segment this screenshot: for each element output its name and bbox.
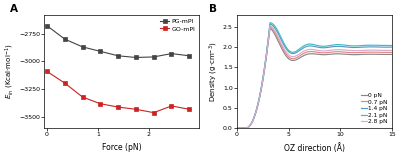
2.1 pN	[275, 28, 280, 30]
2.8 pN	[275, 34, 280, 36]
2.1 pN	[338, 44, 343, 46]
2.8 pN	[338, 49, 343, 51]
Y-axis label: $E_{in}$ (Kcal·mol$^{-1}$): $E_{in}$ (Kcal·mol$^{-1}$)	[4, 44, 16, 99]
Legend: 0 pN, 0.7 pN, 1.4 pN, 2.1 pN, 2.8 pN: 0 pN, 0.7 pN, 1.4 pN, 2.1 pN, 2.8 pN	[360, 92, 389, 125]
GO-mPI	[134, 108, 138, 110]
0.7 pN	[326, 51, 331, 53]
2.1 pN	[262, 68, 267, 69]
GO-mPI	[98, 103, 103, 105]
0 pN	[305, 53, 310, 55]
2.8 pN	[326, 49, 331, 51]
Line: GO-mPI: GO-mPI	[45, 70, 191, 114]
0 pN	[262, 70, 267, 72]
X-axis label: Force (pN): Force (pN)	[102, 143, 142, 152]
2.1 pN	[305, 43, 310, 45]
GO-mPI	[187, 108, 192, 110]
GO-mPI	[151, 112, 156, 114]
0.7 pN	[262, 70, 267, 71]
0.7 pN	[234, 127, 239, 129]
1.4 pN	[390, 46, 394, 48]
0 pN	[352, 54, 356, 56]
1.4 pN	[326, 46, 331, 48]
2.8 pN	[390, 49, 394, 51]
PG-mPI	[151, 56, 156, 58]
Line: 2.1 pN: 2.1 pN	[237, 23, 392, 128]
Line: PG-mPI: PG-mPI	[45, 24, 191, 59]
1.4 pN	[352, 47, 356, 49]
1.4 pN	[262, 68, 267, 70]
Legend: PG-mPI, GO-mPI: PG-mPI, GO-mPI	[159, 18, 196, 33]
PG-mPI	[44, 25, 49, 27]
Line: 0 pN: 0 pN	[237, 28, 392, 128]
PG-mPI	[187, 55, 192, 57]
2.1 pN	[268, 22, 272, 24]
PG-mPI	[80, 46, 85, 48]
PG-mPI	[169, 53, 174, 54]
GO-mPI	[169, 105, 174, 107]
0.7 pN	[305, 51, 310, 53]
2.1 pN	[326, 45, 331, 47]
1.4 pN	[275, 31, 280, 32]
2.1 pN	[234, 127, 239, 129]
2.8 pN	[352, 50, 356, 52]
Line: 2.8 pN: 2.8 pN	[237, 26, 392, 128]
2.1 pN	[352, 45, 356, 47]
2.8 pN	[234, 127, 239, 129]
GO-mPI	[80, 96, 85, 98]
GO-mPI	[44, 70, 49, 72]
0 pN	[268, 27, 272, 29]
2.8 pN	[262, 69, 267, 71]
1.4 pN	[305, 45, 310, 47]
0 pN	[234, 127, 239, 129]
0.7 pN	[390, 51, 394, 53]
0 pN	[326, 53, 331, 55]
0.7 pN	[352, 52, 356, 54]
2.1 pN	[390, 45, 394, 46]
0 pN	[390, 53, 394, 55]
Y-axis label: Density (g·cm$^{-3}$): Density (g·cm$^{-3}$)	[208, 41, 220, 102]
X-axis label: OZ direction (Å): OZ direction (Å)	[284, 143, 345, 153]
0 pN	[275, 38, 280, 40]
PG-mPI	[116, 55, 120, 57]
PG-mPI	[62, 38, 67, 40]
0 pN	[338, 53, 343, 55]
GO-mPI	[116, 106, 120, 108]
GO-mPI	[62, 82, 67, 84]
Line: 1.4 pN: 1.4 pN	[237, 24, 392, 128]
PG-mPI	[134, 57, 138, 58]
2.8 pN	[305, 49, 310, 51]
1.4 pN	[234, 127, 239, 129]
Text: A: A	[10, 4, 18, 14]
0.7 pN	[268, 25, 272, 27]
PG-mPI	[98, 50, 103, 52]
0.7 pN	[338, 51, 343, 53]
1.4 pN	[268, 23, 272, 25]
Line: 0.7 pN: 0.7 pN	[237, 26, 392, 128]
1.4 pN	[338, 46, 343, 47]
Text: B: B	[209, 4, 217, 14]
2.8 pN	[268, 25, 272, 27]
0.7 pN	[275, 35, 280, 37]
